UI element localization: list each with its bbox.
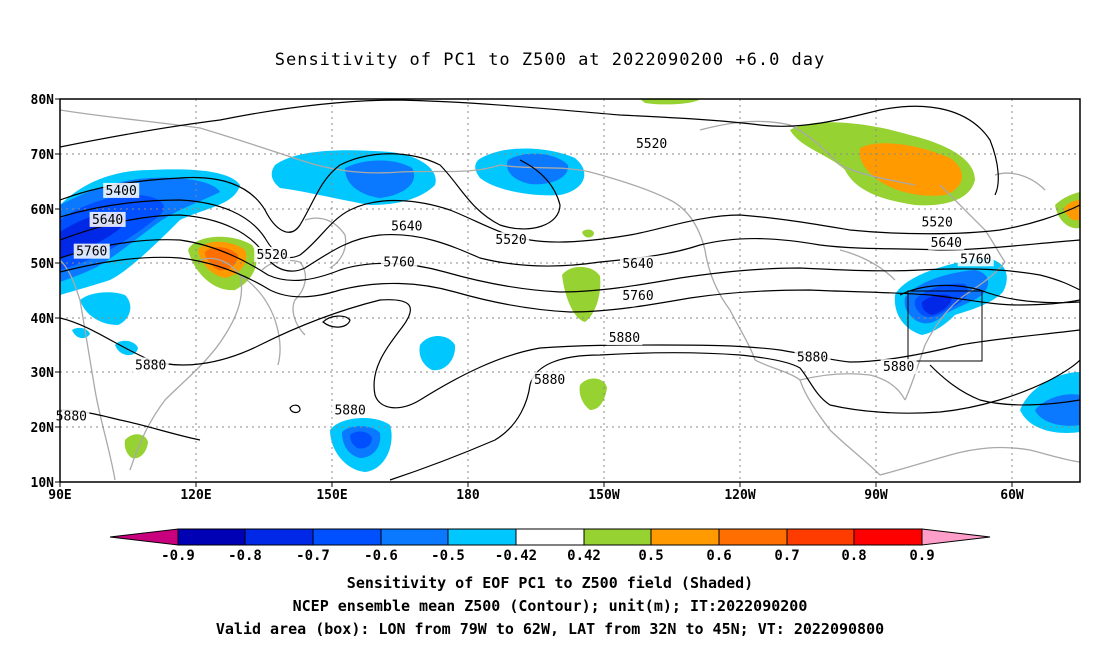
grid-lines [60,99,1080,482]
colorbar-bin-2 [244,528,314,546]
contour-label: 5880 [132,357,169,373]
colorbar-bin-7 [583,528,652,546]
z500-contours [60,99,1080,481]
coastlines [60,109,1080,481]
colorbar-bin-10 [786,528,855,546]
colorbar-label: -0.7 [296,548,330,564]
caption-line-1: Sensitivity of EOF PC1 to Z500 field (Sh… [346,574,754,592]
contour-label-text: 5760 [76,245,107,260]
contour-label: 5760 [381,254,418,271]
contour-label-text: 5880 [883,360,914,375]
lat-axis: 80N 70N 60N 50N 40N 30N 20N 10N [31,93,55,491]
lon-label-90e: 90E [48,488,71,503]
contour-label-text: 5640 [92,213,123,228]
lon-axis: 90E 120E 150E 180 150W 120W 90W 60W [48,488,1024,503]
contour-label-text: 5520 [257,248,288,263]
contour-label-text: 5400 [106,184,137,199]
plot-area [60,99,1080,482]
contour-label: 5640 [928,234,965,251]
contour-label: 5880 [880,359,917,375]
lat-label-70n: 70N [31,148,55,163]
lon-label-120w: 120W [724,488,755,503]
contour-label-text: 5880 [534,373,565,388]
lon-label-90w: 90W [864,488,888,503]
contour-label-text: 5880 [797,350,828,365]
contour-label-text: 5520 [922,216,953,231]
contour-label-text: 5880 [135,358,166,373]
contour-label-text: 5640 [931,236,962,251]
contour-label-text: 5880 [334,403,365,418]
contour-label: 5400 [103,182,140,199]
colorbar-bin-3 [312,528,382,546]
colorbar: -0.9 -0.8 -0.7 -0.6 -0.5 -0.42 0.42 0.5 … [109,528,991,564]
lat-label-20n: 20N [31,421,55,436]
colorbar-label: -0.8 [228,548,262,564]
colorbar-bin-6 [515,528,585,546]
contour-label: 5520 [633,135,670,152]
colorbar-label: 0.9 [909,548,934,564]
contour-label-text: 5880 [609,331,640,346]
colorbar-bin-1 [177,528,246,546]
contour-label-text: 5640 [622,257,653,272]
plot-frame [59,98,1081,483]
colorbar-label: 0.5 [638,548,663,564]
contour-label-text: 5520 [636,137,667,152]
contour-label-text: 5520 [495,233,526,248]
lon-label-150w: 150W [588,488,619,503]
lat-label-50n: 50N [31,257,55,272]
colorbar-label: -0.42 [495,548,537,564]
contour-label-text: 5760 [622,289,653,304]
contour-label: 5880 [606,330,643,346]
caption-line-2: NCEP ensemble mean Z500 (Contour); unit(… [292,597,808,615]
lat-label-10n: 10N [31,476,55,491]
axis-ticks [55,98,1013,487]
lon-label-150e: 150E [316,488,347,503]
contour-label: 5520 [493,232,530,248]
colorbar-bin-9 [718,528,788,546]
caption-line-3: Valid area (box): LON from 79W to 62W, L… [215,620,885,638]
colorbar-label: -0.5 [431,548,465,564]
contour-label-text: 5760 [960,252,991,267]
map-title: Sensitivity of PC1 to Z500 at 2022090200… [274,50,826,70]
colorbar-bin-8 [650,528,720,546]
lat-label-80n: 80N [31,93,55,108]
contour-label: 5640 [388,218,425,234]
colorbar-label: 0.7 [774,548,799,564]
colorbar-bin-11 [853,528,923,546]
contour-label: 5880 [794,349,831,365]
lon-label-60w: 60W [1000,488,1024,503]
contour-label: 5520 [254,246,291,263]
contour-label: 5520 [919,214,956,231]
contour-label: 5880 [332,402,369,418]
lat-label-40n: 40N [31,312,55,327]
contour-label: 5640 [89,211,126,228]
colorbar-bin-4 [380,528,449,546]
lat-label-60n: 60N [31,203,55,218]
lat-label-30n: 30N [31,366,55,381]
colorbar-label: 0.6 [706,548,731,564]
colorbar-low-arrow [109,528,179,546]
colorbar-high-arrow [921,528,991,546]
contour-label: 5880 [531,372,568,388]
contour-label: 5760 [620,287,656,304]
contour-label: 5880 [53,408,90,424]
valid-area-box [907,290,983,362]
colorbar-label: 0.42 [567,548,601,564]
contour-label: 5760 [73,243,110,260]
colorbar-label: -0.9 [161,548,195,564]
lon-label-180: 180 [456,488,480,503]
lon-label-120e: 120E [180,488,211,503]
contour-label-text: 5640 [391,219,422,234]
colorbar-bin-5 [447,528,517,546]
sensitivity-shading [60,99,1080,472]
contour-label: 5760 [957,251,994,267]
contour-label-text: 5880 [56,409,87,424]
colorbar-label: 0.8 [841,548,866,564]
colorbar-label: -0.6 [364,548,398,564]
contour-label-text: 5760 [383,256,414,271]
contour-label: 5640 [620,256,656,272]
